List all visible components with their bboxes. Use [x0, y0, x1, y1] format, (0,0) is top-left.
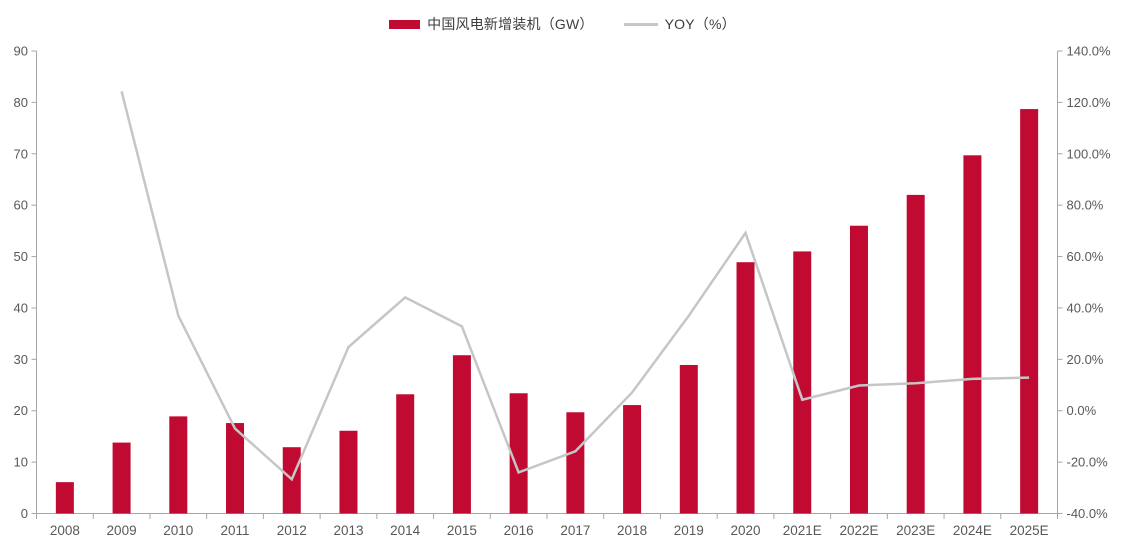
y-right-tick-label: 120.0%: [1067, 95, 1112, 110]
x-label-2014: 2014: [390, 523, 421, 538]
bar-2025E: [1020, 109, 1039, 514]
x-label-2011: 2011: [221, 523, 250, 538]
x-label-2009: 2009: [107, 523, 137, 538]
legend: 中国风电新增装机（GW） YOY（%）: [0, 14, 1125, 34]
x-label-2025E: 2025E: [1010, 523, 1049, 538]
y-right-tick-label: 100.0%: [1067, 146, 1112, 161]
x-label-2019: 2019: [674, 523, 704, 538]
bar-2023E: [906, 194, 925, 514]
x-label-2010: 2010: [163, 523, 193, 538]
y-right-tick-label: -40.0%: [1067, 506, 1109, 521]
x-label-2022E: 2022E: [839, 523, 878, 538]
bar-2015: [452, 355, 471, 514]
bar-2018: [623, 405, 642, 514]
y-right-tick-label: 140.0%: [1067, 44, 1112, 59]
bar-series-label: 中国风电新增装机（GW）: [427, 16, 594, 32]
bar-2017: [566, 412, 585, 514]
x-label-2012: 2012: [277, 523, 307, 538]
bar-2020: [736, 262, 755, 514]
y-right-tick-label: 40.0%: [1067, 300, 1104, 315]
legend-item-yoy: YOY（%）: [623, 14, 736, 34]
y-left-tick-label: 30: [14, 352, 28, 367]
y-left-tick-label: 90: [14, 44, 28, 59]
legend-item-installed-capacity: 中国风电新增装机（GW）: [389, 14, 594, 34]
x-label-2021E: 2021E: [783, 523, 822, 538]
bar-2022E: [849, 225, 868, 514]
bar-2014: [396, 394, 415, 514]
bar-2008: [55, 482, 74, 514]
bar-2016: [509, 393, 528, 514]
x-label-2018: 2018: [617, 523, 647, 538]
y-right-tick-label: 20.0%: [1067, 352, 1104, 367]
y-right-tick-label: 60.0%: [1067, 249, 1104, 264]
line-series-label: YOY（%）: [664, 16, 736, 32]
bar-2024E: [963, 155, 982, 514]
y-left-tick-label: 40: [14, 300, 28, 315]
line-series-swatch-icon: [623, 22, 658, 26]
bar-2010: [169, 416, 188, 514]
yoy-line: [120, 90, 1030, 482]
x-label-2023E: 2023E: [896, 523, 935, 538]
y-right-tick-label: 0.0%: [1067, 403, 1097, 418]
x-label-2020: 2020: [731, 523, 761, 538]
bar-2011: [226, 423, 245, 514]
y-left-tick-label: 80: [14, 95, 28, 110]
bar-series-swatch-icon: [389, 19, 421, 29]
y-left-tick-label: 20: [14, 403, 28, 418]
x-label-2015: 2015: [447, 523, 477, 538]
y-left-tick-label: 50: [14, 249, 28, 264]
bar-2009: [112, 442, 131, 514]
x-label-2016: 2016: [504, 523, 534, 538]
bar-2019: [679, 364, 698, 514]
bar-2021E: [793, 251, 812, 514]
y-left-tick-label: 70: [14, 146, 28, 161]
y-right-tick-label: -20.0%: [1067, 455, 1109, 470]
y-left-tick-label: 0: [21, 506, 28, 521]
x-label-2013: 2013: [333, 523, 363, 538]
x-label-2008: 2008: [50, 523, 80, 538]
x-label-2024E: 2024E: [953, 523, 992, 538]
x-label-2017: 2017: [560, 523, 590, 538]
y-right-tick-label: 80.0%: [1067, 198, 1104, 213]
y-left-tick-label: 10: [14, 455, 28, 470]
bar-2013: [339, 430, 358, 514]
y-left-tick-label: 60: [14, 198, 28, 213]
